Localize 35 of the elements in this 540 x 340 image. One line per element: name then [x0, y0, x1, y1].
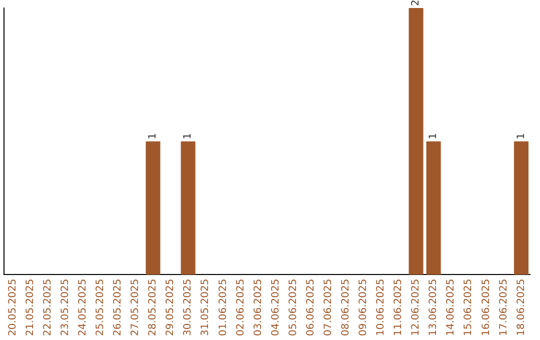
x-tick-label: 14.06.2025	[446, 278, 457, 336]
data-label: 1	[428, 132, 440, 140]
x-tick-label: 18.06.2025	[516, 278, 527, 336]
x-tick-label: 25.05.2025	[95, 278, 106, 336]
x-tick-label: 13.06.2025	[428, 278, 440, 336]
x-tick-label: 23.05.2025	[60, 278, 71, 336]
x-tick-label: 20.05.2025	[7, 278, 18, 336]
x-tick-label: 26.05.2025	[112, 278, 124, 336]
data-label: 2	[410, 0, 422, 6]
x-tick-label: 11.06.2025	[393, 278, 404, 336]
x-tick-label: 10.06.2025	[376, 278, 387, 336]
x-tick-label: 12.06.2025	[410, 278, 422, 336]
data-label: 1	[182, 132, 194, 140]
x-tick-label: 01.06.2025	[218, 278, 229, 336]
x-tick-label: 02.06.2025	[235, 278, 246, 336]
data-label: 1	[148, 132, 159, 140]
x-tick-label: 29.05.2025	[165, 278, 176, 336]
x-tick-label: 15.06.2025	[463, 278, 474, 336]
x-tick-label: 03.06.2025	[252, 278, 264, 336]
x-tick-label: 21.05.2025	[24, 278, 36, 336]
x-tick-label: 30.05.2025	[182, 278, 194, 336]
x-tick-label: 08.06.2025	[340, 278, 352, 336]
x-tick-label: 09.06.2025	[358, 278, 370, 336]
x-tick-label: 04.06.2025	[270, 278, 282, 336]
x-tick-label: 22.05.2025	[42, 278, 54, 336]
x-tick-label: 31.05.2025	[200, 278, 212, 336]
data-label: 1	[516, 132, 527, 140]
x-tick-label: 27.05.2025	[130, 278, 142, 336]
x-tick-label: 16.06.2025	[480, 278, 492, 336]
x-tick-label: 28.05.2025	[148, 278, 159, 336]
x-tick-label: 06.06.2025	[305, 278, 316, 336]
x-tick-label: 17.06.2025	[498, 278, 510, 336]
x-tick-label: 07.06.2025	[322, 278, 334, 336]
x-tick-label: 05.06.2025	[288, 278, 299, 336]
x-tick-label: 24.05.2025	[77, 278, 88, 336]
